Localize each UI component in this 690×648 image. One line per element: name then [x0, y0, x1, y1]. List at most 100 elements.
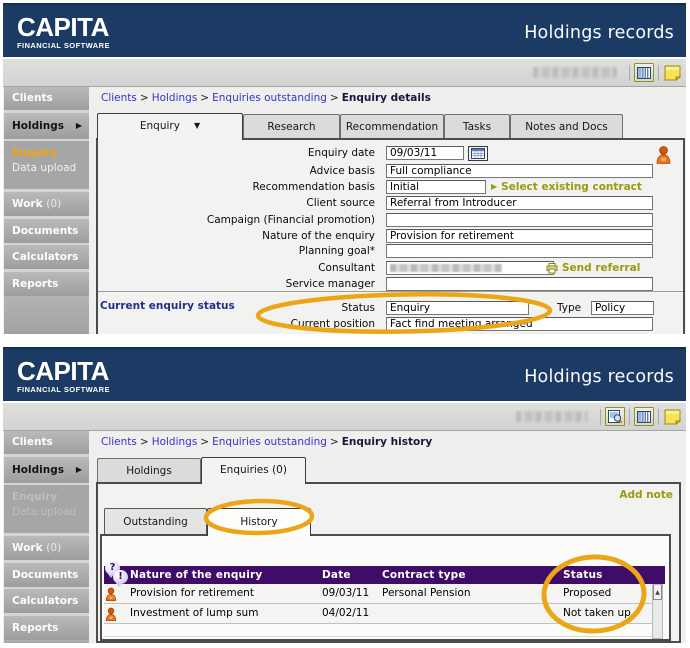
sidebar-item-calculators[interactable]: Calculators — [4, 245, 89, 269]
type-input[interactable]: Policy — [591, 300, 654, 315]
sidebar-item-holdings[interactable]: Holdings ▶ — [4, 456, 89, 483]
calendar-button[interactable] — [468, 145, 488, 161]
breadcrumb-link-enquiries-outstanding[interactable]: Enquiries outstanding — [212, 92, 327, 104]
table-row[interactable]: Investment of lump sum 04/02/11 Not take… — [104, 604, 652, 624]
sidebar-item-holdings[interactable]: Holdings ▶ — [4, 112, 89, 139]
client-person-icon[interactable] — [655, 145, 672, 164]
submenu-arrow-icon: ▶ — [75, 464, 82, 474]
field-label: Enquiry date — [307, 147, 375, 159]
sidebar-subitem-data-upload-disabled: Data upload — [12, 506, 77, 518]
sidebar-filler — [4, 640, 89, 643]
sidebar-item-work[interactable]: Work (0) — [4, 535, 89, 560]
app-banner: CAPITA FINANCIAL SOFTWARE Holdings recor… — [3, 3, 686, 57]
toolbar-divider — [658, 408, 659, 425]
preview-search-icon-button[interactable] — [605, 407, 625, 426]
tab-enquiry[interactable]: Enquiry ▼ — [97, 113, 243, 140]
tab-label: Holdings — [126, 465, 172, 477]
sidebar-item-label: Calculators — [12, 595, 79, 607]
page-title: Holdings records — [524, 367, 674, 387]
logo-text: CAPITA — [17, 356, 109, 386]
sidebar-item-documents[interactable]: Documents — [4, 562, 89, 587]
sidebar-item-label: Work — [12, 197, 43, 210]
field-label: Type — [557, 301, 582, 314]
sidebar-divider — [4, 110, 89, 113]
consultant-value-blurred — [390, 264, 502, 272]
tab-label: Enquiries (0) — [220, 464, 287, 476]
content-area: Clients Holdings ▶ Enquiry Data upload Wo… — [3, 431, 686, 643]
cell-status: Proposed — [563, 587, 612, 599]
enquiry-date-input[interactable]: 09/03/11 — [386, 146, 464, 160]
advice-basis-input[interactable]: Full compliance — [386, 164, 653, 178]
add-note-link[interactable]: Add note — [619, 489, 673, 501]
sidebar-item-label: Reports — [12, 622, 59, 634]
sidebar-item-label: Documents — [12, 568, 79, 581]
sidebar-item-label: Work — [12, 541, 43, 554]
breadcrumb-link-holdings[interactable]: Holdings — [151, 436, 198, 448]
document-magnifier-icon — [607, 410, 623, 423]
field-label: Recommendation basis — [252, 180, 375, 193]
tab-recommendation[interactable]: Recommendation — [340, 114, 444, 138]
sidebar-item-label: Holdings — [12, 119, 64, 132]
tab-label: Research — [267, 121, 316, 133]
sidebar-item-reports[interactable]: Reports — [4, 272, 89, 296]
breadcrumb-separator: > — [139, 436, 149, 448]
columns-view-icon — [637, 66, 651, 79]
tab-notes-and-docs[interactable]: Notes and Docs — [510, 114, 623, 138]
tab-tasks[interactable]: Tasks — [444, 114, 510, 138]
breadcrumb-separator: > — [200, 92, 210, 104]
sidebar-item-documents[interactable]: Documents — [4, 218, 89, 243]
sidebar-item-calculators[interactable]: Calculators — [4, 589, 89, 613]
sidebar-subitem-data-upload[interactable]: Data upload — [12, 162, 77, 174]
current-position-input[interactable]: Fact find meeting arranged — [386, 316, 653, 331]
sidebar-divider — [4, 482, 89, 485]
sidebar-item-label: Clients — [12, 92, 53, 104]
status-input[interactable]: Enquiry — [386, 300, 529, 315]
sidebar-nav: Clients Holdings ▶ Enquiry Data upload Wo… — [4, 431, 89, 643]
sidebar-item-reports[interactable]: Reports — [4, 616, 89, 640]
sidebar-divider — [4, 138, 89, 141]
nature-of-enquiry-input[interactable]: Provision for retirement — [386, 228, 653, 243]
subtab-outstanding[interactable]: Outstanding — [104, 508, 207, 534]
sidebar-item-clients[interactable]: Clients — [4, 431, 89, 454]
column-header-date[interactable]: Date — [322, 569, 351, 581]
toolbar — [3, 59, 686, 87]
sidebar-item-label: Clients — [12, 436, 53, 448]
sidebar-item-work[interactable]: Work (0) — [4, 191, 89, 216]
scroll-up-icon[interactable]: ▲ — [653, 585, 662, 600]
sidebar-divider — [4, 242, 89, 245]
holdings-view-icon-button[interactable] — [634, 407, 654, 426]
subtab-history[interactable]: History — [207, 508, 311, 536]
recommendation-basis-input[interactable]: Initial — [386, 179, 486, 194]
column-header-contract-type[interactable]: Contract type — [382, 569, 466, 581]
client-source-input[interactable]: Referral from Introducer — [386, 196, 653, 210]
section-title: Current enquiry status — [100, 300, 235, 312]
note-icon-button[interactable] — [663, 408, 681, 426]
tab-research[interactable]: Research — [243, 114, 340, 138]
breadcrumb-link-enquiries-outstanding[interactable]: Enquiries outstanding — [212, 436, 327, 448]
column-header-nature[interactable]: Nature of the enquiry — [130, 569, 263, 581]
send-referral-link[interactable]: Send referral — [546, 260, 640, 276]
planning-goal-input[interactable] — [386, 244, 653, 258]
table-scrollbar[interactable]: ▲ — [652, 584, 663, 639]
column-header-status[interactable]: Status — [563, 569, 603, 581]
breadcrumb-link-holdings[interactable]: Holdings — [151, 92, 198, 104]
consultant-input[interactable] — [386, 260, 554, 275]
main-panel: Clients > Holdings > Enquiries outstanding > E… — [96, 87, 686, 334]
breadcrumb-link-clients[interactable]: Clients — [101, 436, 137, 448]
tab-enquiries[interactable]: Enquiries (0) — [201, 457, 306, 484]
select-existing-contract-link[interactable]: ▶ Select existing contract — [491, 180, 642, 195]
holdings-view-icon-button[interactable] — [634, 63, 654, 82]
sidebar-submenu: Enquiry Data upload — [4, 485, 89, 533]
field-label: Campaign (Financial promotion) — [206, 213, 375, 226]
service-manager-input[interactable] — [386, 276, 653, 291]
breadcrumb-link-clients[interactable]: Clients — [101, 92, 137, 104]
campaign-input[interactable] — [386, 212, 653, 227]
sidebar-divider — [4, 560, 89, 563]
enquiries-panel: Add note Outstanding History ? ! Nature … — [96, 482, 681, 643]
tab-holdings[interactable]: Holdings — [97, 458, 201, 482]
sidebar-item-clients[interactable]: Clients — [4, 87, 89, 110]
sidebar-divider — [4, 189, 89, 192]
note-icon-button[interactable] — [663, 64, 681, 82]
sidebar-subitem-enquiry[interactable]: Enquiry — [12, 147, 58, 159]
table-row[interactable]: Provision for retirement 09/03/11 Person… — [104, 584, 652, 604]
